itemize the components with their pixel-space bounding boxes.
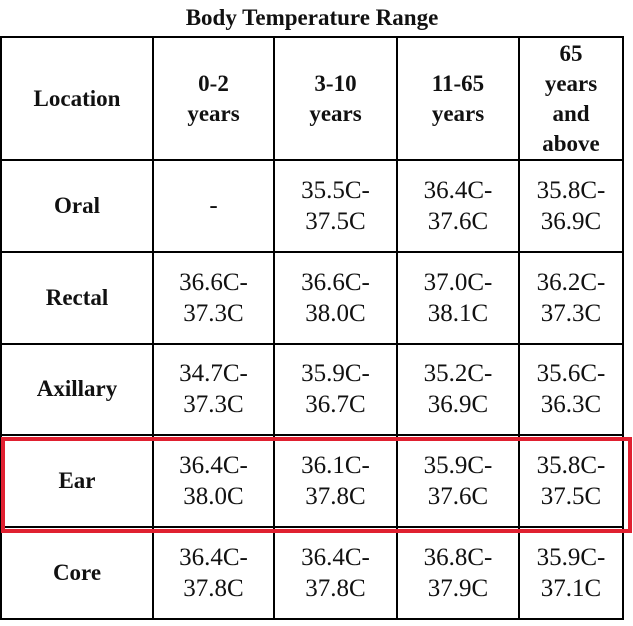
table-title: Body Temperature Range <box>1 0 624 38</box>
column-header: 3-10 years <box>273 36 398 161</box>
cell: 37.0C-38.1C <box>396 250 520 345</box>
cell: 36.6C-37.3C <box>152 250 275 345</box>
table-row: Core 36.4C-37.8C 36.4C-37.8C 36.8C-37.9C 35.… <box>0 526 625 620</box>
cell: 36.4C-38.0C <box>152 434 275 529</box>
row-header: Oral <box>0 159 154 253</box>
column-header: 11-65 years <box>396 36 520 161</box>
cell: 36.6C-38.0C <box>273 250 398 345</box>
cell: 35.9C-37.1C <box>517 526 625 620</box>
cell: 35.2C-36.9C <box>396 342 520 437</box>
table-row: Oral -35.5C-37.5C 36.4C-37.6C 35.8C-36.9C <box>0 159 625 253</box>
row-header: Ear <box>0 434 154 529</box>
row-header: Core <box>0 526 154 620</box>
cell: 35.9C-36.7C <box>273 342 398 437</box>
cell: 36.4C-37.6C <box>396 159 520 253</box>
row-header: Axillary <box>0 342 154 437</box>
column-header: 0-2 years <box>152 36 275 161</box>
cell: 35.8C-37.5C <box>517 434 625 529</box>
cell: 36.1C-37.8C <box>273 434 398 529</box>
column-header: Location <box>0 36 154 161</box>
cell: 36.4C-37.8C <box>152 526 275 620</box>
cell: 36.2C-37.3C <box>517 250 625 345</box>
temperature-table: Body Temperature Range Location 0-2 years… <box>0 0 625 620</box>
cell: - <box>152 159 275 253</box>
table-row: Rectal 36.6C-37.3C 36.6C-38.0C 37.0C-38.1C 3… <box>0 250 625 345</box>
cell: 36.8C-37.9C <box>396 526 520 620</box>
cell: 35.6C-36.3C <box>517 342 625 437</box>
column-header: 65 years and above <box>517 36 625 161</box>
cell: 36.4C-37.8C <box>273 526 398 620</box>
table-row: Axillary 34.7C-37.3C 35.9C-36.7C 35.2C-36.9… <box>0 342 625 437</box>
row-header: Rectal <box>0 250 154 345</box>
cell: 34.7C-37.3C <box>152 342 275 437</box>
cell: 35.5C-37.5C <box>273 159 398 253</box>
cell: 35.8C-36.9C <box>517 159 625 253</box>
table-row: Ear 36.4C-38.0C 36.1C-37.8C 35.9C-37.6C 35.8… <box>0 434 625 529</box>
cell: 35.9C-37.6C <box>396 434 520 529</box>
